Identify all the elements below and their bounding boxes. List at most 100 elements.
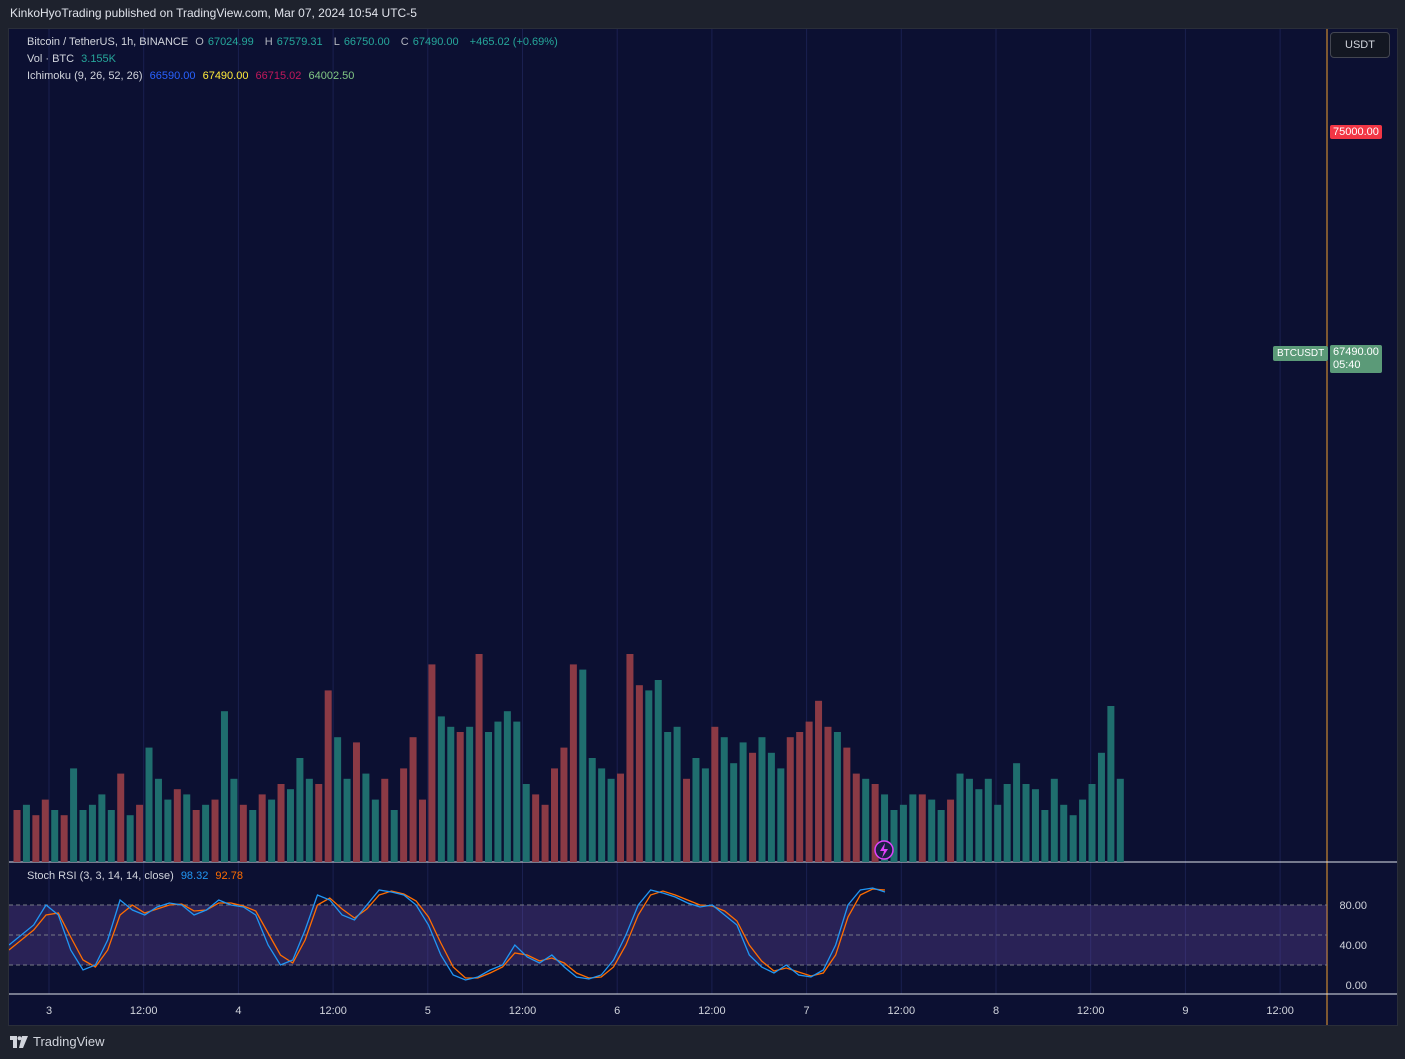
tradingview-brand[interactable]: TradingView (10, 1034, 105, 1049)
volume-bar (673, 726, 681, 862)
time-tick-label: 8 (993, 1005, 999, 1017)
volume-bar (418, 799, 426, 862)
volume-bar (145, 747, 153, 862)
volume-bar (739, 742, 747, 862)
volume-bar (1050, 778, 1058, 862)
volume-bar (513, 721, 521, 862)
volume-bar (617, 773, 625, 862)
low-value: 66750.00 (343, 36, 390, 48)
volume-bar (843, 747, 851, 862)
time-tick-label: 3 (46, 1005, 52, 1017)
volume-bar (249, 810, 257, 862)
volume-bar (32, 815, 40, 862)
volume-bar (70, 768, 78, 862)
volume-bar (532, 794, 540, 862)
volume-bar (183, 794, 191, 862)
volume-bar (758, 737, 766, 862)
volume-bar (711, 726, 719, 862)
ichimoku-label[interactable]: Ichimoku (9, 26, 52, 26) (27, 70, 143, 82)
volume-bar (975, 789, 983, 862)
volume-bar (51, 810, 59, 862)
volume-bar (286, 789, 294, 862)
volume-bar (956, 773, 964, 862)
time-tick-label: 5 (425, 1005, 431, 1017)
volume-bar (918, 794, 926, 862)
time-tick-label: 12:00 (1266, 1005, 1294, 1017)
last-price-value: 67490.00 (1333, 346, 1379, 358)
symbol-title[interactable]: Bitcoin / TetherUS, 1h, BINANCE (27, 36, 189, 48)
volume-bar (315, 784, 323, 862)
volume-bar (485, 732, 492, 862)
volume-bar (522, 784, 530, 862)
high-label: H (264, 36, 273, 48)
volume-bar (1088, 784, 1096, 862)
volume-bar (701, 768, 709, 862)
change-value: +465.02 (+0.69%) (469, 36, 558, 48)
ichimoku-span-a-value: 66715.02 (255, 70, 302, 82)
volume-bar (909, 794, 917, 862)
volume-bar (466, 726, 474, 862)
volume-bar (815, 700, 823, 862)
open-label: O (195, 36, 204, 48)
volume-value: 3.155K (81, 53, 117, 65)
volume-bar (871, 784, 879, 862)
high-value: 67579.31 (276, 36, 323, 48)
lightning-icon (880, 843, 888, 858)
stoch-k-line (9, 887, 886, 981)
bar-countdown: 05:40 (1333, 359, 1361, 371)
volume-bar (824, 726, 832, 862)
tradingview-brand-text: TradingView (33, 1034, 105, 1049)
rsi-tick-label: 40.00 (1339, 940, 1367, 952)
volume-bar (767, 752, 775, 862)
volume-bar (852, 773, 860, 862)
volume-bar (437, 716, 445, 862)
volume-bar (796, 732, 804, 862)
volume-bar (588, 758, 596, 862)
volume-bar (202, 804, 210, 862)
volume-bar (730, 763, 738, 862)
volume-bar (1003, 784, 1011, 862)
stoch-rsi-label[interactable]: Stoch RSI (3, 3, 14, 14, close) (27, 870, 174, 882)
volume-bar (107, 810, 115, 862)
volume-bar (447, 726, 455, 862)
close-value: 67490.00 (412, 36, 459, 48)
volume-bar (352, 742, 360, 862)
volume-bar (654, 680, 662, 862)
volume-bar (1097, 752, 1105, 862)
volume-label[interactable]: Vol · BTC (27, 53, 75, 65)
volume-bar (664, 732, 672, 862)
volume-bar (230, 778, 238, 862)
time-tick-label: 12:00 (888, 1005, 916, 1017)
ichimoku-lagging-value: 67490.00 (202, 70, 249, 82)
volume-bar (60, 815, 68, 862)
volume-bar (362, 773, 370, 862)
volume-bar (456, 732, 464, 862)
volume-bar (136, 804, 144, 862)
volume-bar (626, 654, 634, 862)
volume-bar (749, 752, 757, 862)
volume-bar (1022, 784, 1030, 862)
volume-bar (560, 747, 568, 862)
volume-bar (475, 654, 483, 862)
volume-bar (334, 737, 342, 862)
volume-bar (720, 737, 728, 862)
volume-bar (645, 690, 653, 862)
volume-bar (937, 810, 945, 862)
time-tick-label: 12:00 (509, 1005, 537, 1017)
volume-bar (211, 799, 219, 862)
volume-bar (192, 810, 200, 862)
volume-bar (965, 778, 973, 862)
volume-bar (126, 815, 134, 862)
volume-bar (164, 799, 172, 862)
volume-bar (239, 804, 247, 862)
chart-frame[interactable]: 77000.0076000.0074000.0073000.0072000.00… (8, 28, 1398, 1026)
chart-canvas[interactable]: 77000.0076000.0074000.0073000.0072000.00… (9, 29, 1397, 1025)
volume-bar (1107, 706, 1115, 862)
volume-bar (268, 799, 276, 862)
volume-bar (428, 664, 436, 862)
volume-bar (41, 799, 49, 862)
volume-bar (1060, 804, 1068, 862)
currency-button[interactable]: USDT (1330, 32, 1390, 58)
time-tick-label: 12:00 (130, 1005, 158, 1017)
low-label: L (333, 36, 340, 48)
